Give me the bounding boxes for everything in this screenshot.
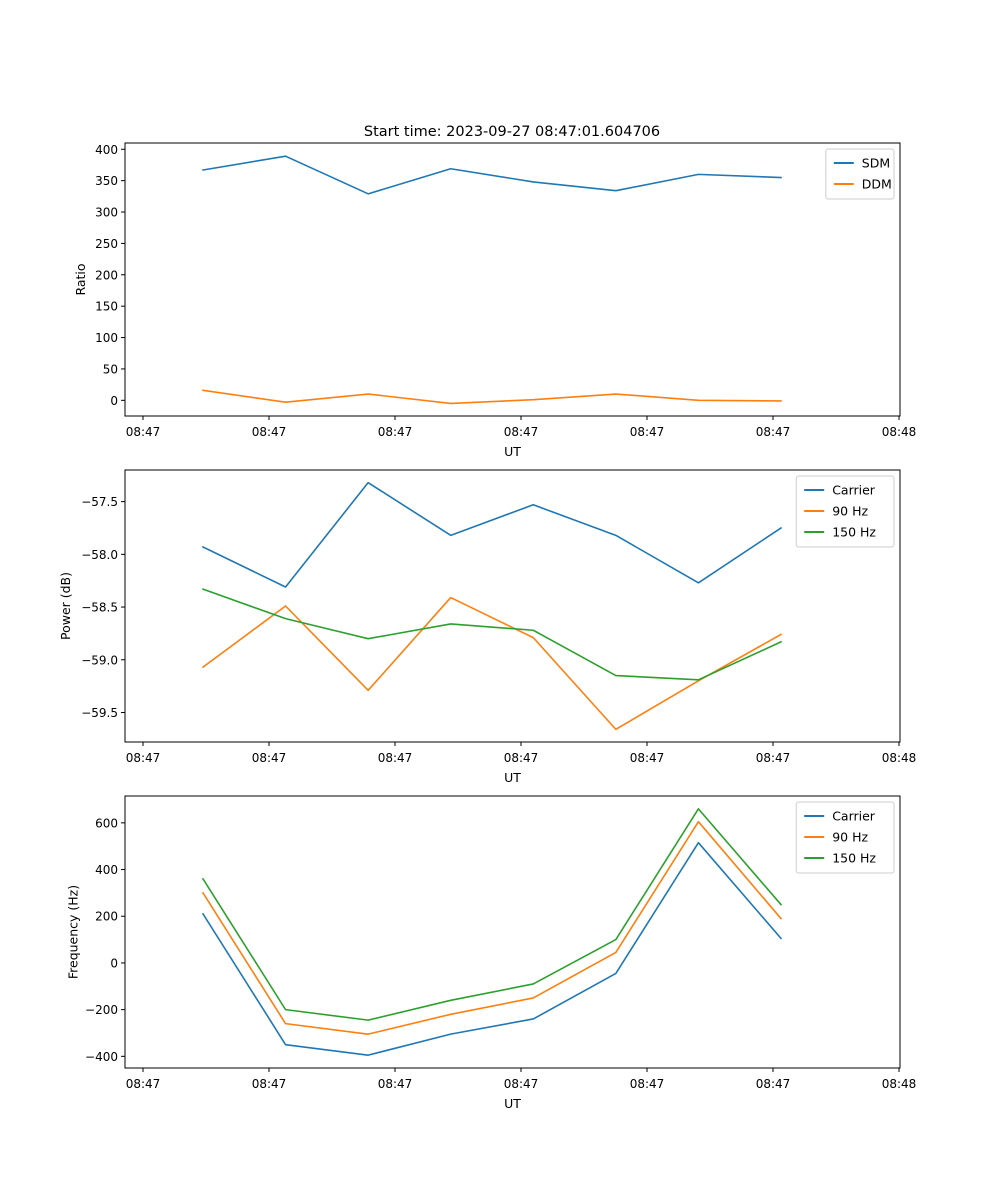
series-line-150-hz: [201, 588, 783, 681]
x-tick-label: 08:47: [504, 1077, 539, 1091]
x-tick-label: 08:47: [504, 751, 539, 765]
series-line-sdm: [202, 155, 782, 195]
legend-box: [795, 801, 895, 874]
y-axis-label: Frequency (Hz): [66, 885, 81, 979]
legend-box: [825, 148, 895, 200]
y-axis-label: Ratio: [73, 263, 88, 295]
x-tick-label: 08:47: [630, 425, 665, 439]
y-tick-label: 250: [95, 237, 118, 251]
y-tick-label: 0: [110, 394, 118, 408]
panel-3: 08:47 08:47 08:47 08:47 08:47 08:47 08:48 UT 600…: [66, 795, 917, 1111]
legend: SDM DDM: [825, 148, 895, 200]
panel-1: 08:47 08:47 08:47 08:47 08:47 08:47 08:48 UT 0 50…: [73, 142, 917, 459]
y-tick-label: 300: [95, 206, 118, 220]
x-tick-label: 08:47: [504, 425, 539, 439]
y-tick-label: −59.5: [81, 706, 118, 720]
y-tick-label: 600: [95, 816, 118, 830]
x-tick-label: 08:47: [378, 425, 413, 439]
series-line-90-hz: [201, 820, 783, 1035]
x-tick-label: 08:48: [882, 1077, 917, 1091]
y-tick-label: −59.0: [81, 653, 118, 667]
x-axis-label: UT: [504, 770, 521, 785]
series-line-150-hz: [201, 808, 783, 1021]
y-axis-label: Power (dB): [58, 572, 73, 640]
legend: Carrier 90 Hz 150 Hz: [795, 801, 895, 874]
series-line-carrier: [201, 841, 783, 1056]
series-line-carrier: [201, 481, 783, 588]
axes-frame: [124, 142, 901, 417]
y-tick-label: −57.5: [81, 495, 118, 509]
y-tick-label: 50: [103, 362, 118, 376]
y-tick-label: −58.5: [81, 601, 118, 615]
x-tick-label: 08:47: [126, 425, 161, 439]
y-tick-label: 400: [95, 143, 118, 157]
x-tick-label: 08:47: [378, 1077, 413, 1091]
x-tick-label: 08:47: [756, 1077, 791, 1091]
y-tick-label: 150: [95, 300, 118, 314]
y-tick-label: 200: [95, 268, 118, 282]
x-tick-label: 08:47: [756, 425, 791, 439]
x-tick-label: 08:47: [126, 751, 161, 765]
legend-label: 150 Hz: [832, 525, 876, 540]
legend-label: 90 Hz: [832, 504, 868, 519]
legend-label: Carrier: [832, 809, 876, 824]
series-line-ddm: [202, 389, 782, 405]
axes-frame: [124, 795, 901, 1069]
y-tick-label: 400: [95, 863, 118, 877]
x-tick-label: 08:47: [630, 751, 665, 765]
legend: Carrier 90 Hz 150 Hz: [795, 475, 895, 548]
legend-label: SDM: [862, 156, 890, 171]
y-tick-label: −400: [85, 1050, 118, 1064]
legend-label: 150 Hz: [832, 851, 876, 866]
series-line-90-hz: [201, 596, 783, 731]
axes-frame: [124, 469, 901, 743]
x-tick-label: 08:48: [882, 751, 917, 765]
legend-label: DDM: [862, 177, 892, 192]
x-axis-label: UT: [504, 1096, 521, 1111]
x-tick-label: 08:47: [252, 1077, 287, 1091]
y-tick-label: −58.0: [81, 548, 118, 562]
panel-2: 08:47 08:47 08:47 08:47 08:47 08:47 08:48 UT −57…: [58, 469, 917, 785]
y-tick-label: −200: [85, 1003, 118, 1017]
x-tick-label: 08:47: [630, 1077, 665, 1091]
x-tick-label: 08:47: [756, 751, 791, 765]
legend-label: Carrier: [832, 483, 876, 498]
y-tick-label: 350: [95, 174, 118, 188]
x-tick-label: 08:48: [882, 425, 917, 439]
y-tick-label: 100: [95, 331, 118, 345]
chart-title: Start time: 2023-09-27 08:47:01.604706: [364, 124, 660, 140]
x-tick-label: 08:47: [378, 751, 413, 765]
legend-label: 90 Hz: [832, 830, 868, 845]
y-tick-label: 0: [110, 956, 118, 970]
x-tick-label: 08:47: [252, 751, 287, 765]
legend-box: [795, 475, 895, 548]
y-tick-label: 200: [95, 910, 118, 924]
x-tick-label: 08:47: [126, 1077, 161, 1091]
x-tick-label: 08:47: [252, 425, 287, 439]
x-axis-label: UT: [504, 444, 521, 459]
